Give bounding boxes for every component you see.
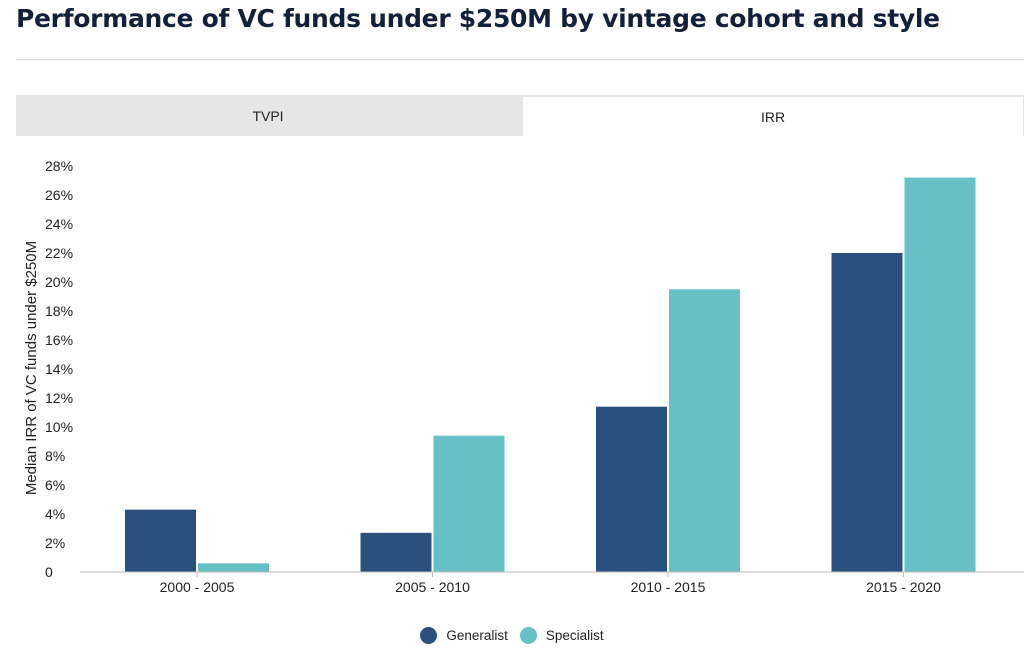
legend-swatch-specialist bbox=[519, 627, 537, 644]
y-tick-label: 8% bbox=[45, 448, 65, 464]
legend-item-specialist[interactable]: Specialist bbox=[519, 627, 604, 644]
bar-generalist-1[interactable] bbox=[360, 532, 432, 572]
x-tick-label: 2015 - 2020 bbox=[866, 579, 941, 595]
legend: Generalist Specialist bbox=[0, 627, 1024, 644]
page-title: Performance of VC funds under $250M by v… bbox=[16, 4, 940, 33]
legend-item-generalist[interactable]: Generalist bbox=[420, 627, 508, 644]
bar-specialist-2[interactable] bbox=[669, 289, 740, 572]
bar-chart: 02%4%6%8%10%12%14%16%18%20%22%24%26%28% … bbox=[23, 158, 1024, 595]
y-tick-label: 18% bbox=[45, 303, 73, 319]
y-axis-ticks: 0 2% 4% 6% 8% 10% 12% 14% 16% 18% 20% 22% 24% 26% 28% bbox=[45, 158, 73, 580]
legend-swatch-generalist bbox=[420, 627, 438, 644]
y-tick-label: 0 bbox=[45, 564, 53, 580]
bar-specialist-0[interactable] bbox=[198, 563, 269, 572]
y-tick-label: 10% bbox=[45, 419, 73, 435]
y-tick-label: 2% bbox=[45, 535, 65, 551]
y-tick-label: 12% bbox=[45, 390, 73, 406]
bars bbox=[125, 177, 976, 572]
y-tick-label: 26% bbox=[45, 187, 73, 203]
y-tick-label: 20% bbox=[45, 274, 73, 290]
y-tick-label: 14% bbox=[45, 361, 73, 377]
legend-label-specialist: Specialist bbox=[545, 628, 604, 643]
x-tick-label: 2000 - 2005 bbox=[160, 579, 235, 595]
bar-generalist-2[interactable] bbox=[596, 406, 667, 572]
tab-tvpi[interactable]: TVPI bbox=[16, 95, 520, 136]
tab-irr[interactable]: IRR bbox=[523, 97, 1023, 136]
x-tick-label: 2005 - 2010 bbox=[395, 579, 470, 595]
title-divider bbox=[16, 59, 1024, 60]
x-tick-label: 2010 - 2015 bbox=[631, 579, 706, 595]
y-tick-label: 22% bbox=[45, 245, 73, 261]
bar-generalist-3[interactable] bbox=[831, 253, 903, 572]
y-tick-label: 24% bbox=[45, 216, 73, 232]
y-tick-label: 16% bbox=[45, 332, 73, 348]
bar-specialist-3[interactable] bbox=[904, 177, 976, 572]
bar-specialist-1[interactable] bbox=[433, 435, 505, 572]
y-tick-label: 6% bbox=[45, 477, 65, 493]
legend-label-generalist: Generalist bbox=[446, 628, 508, 643]
y-axis-label: Median IRR of VC funds under $250M bbox=[23, 241, 40, 495]
x-axis-ticks: 2000 - 2005 2005 - 2010 2010 - 2015 2015 - … bbox=[160, 572, 941, 595]
y-tick-label: 4% bbox=[45, 506, 65, 522]
bar-generalist-0[interactable] bbox=[125, 509, 196, 572]
tab-bar: TVPI IRR bbox=[16, 95, 1024, 136]
y-tick-label: 28% bbox=[45, 158, 73, 174]
